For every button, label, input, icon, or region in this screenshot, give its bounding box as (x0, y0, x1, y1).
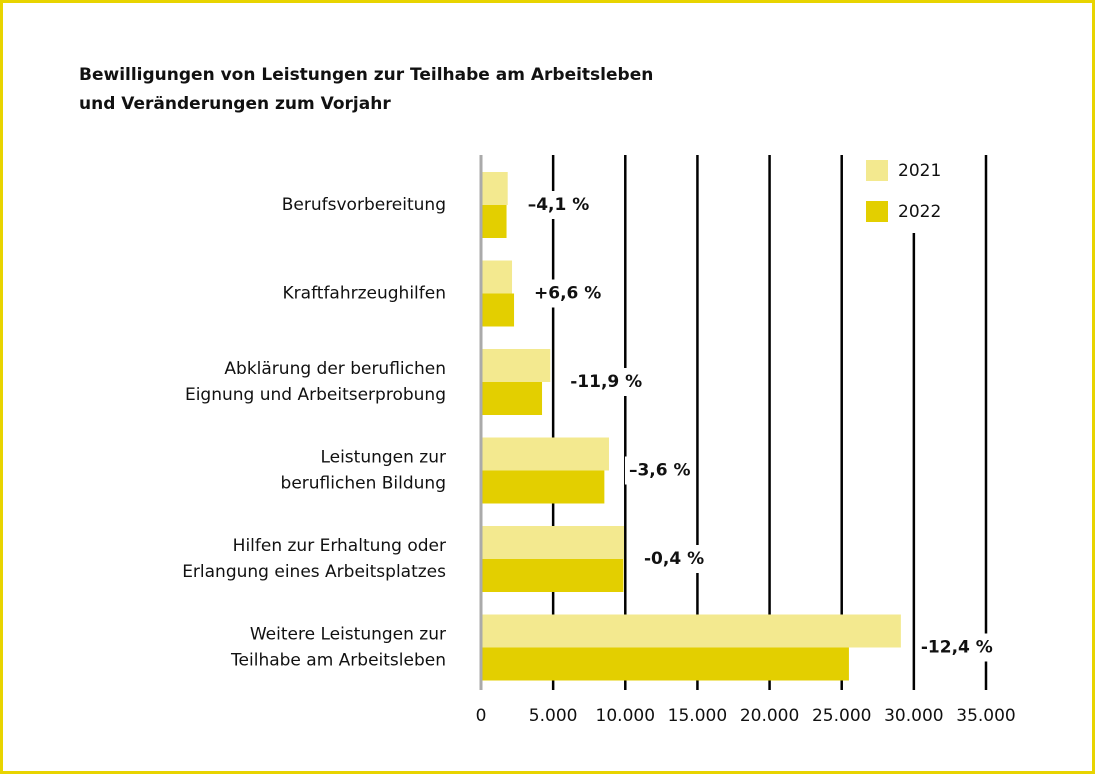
label-background (530, 279, 606, 308)
label-background (916, 633, 997, 662)
bar (481, 260, 513, 294)
bar (481, 526, 624, 559)
bar (481, 614, 901, 648)
category-label: Leistungen zur beruflichen Bildung (281, 448, 446, 494)
bar (481, 172, 508, 205)
legend-swatch (866, 201, 888, 222)
category-label: Hilfen zur Erhaltung oder Erlangung eines… (182, 536, 446, 582)
x-tick-label: 10.000 (596, 706, 655, 726)
change-label: -0,4 % (644, 549, 704, 569)
legend-label: 2021 (898, 161, 941, 181)
change-label: –4,1 % (528, 195, 590, 215)
bar (481, 349, 551, 382)
chart-title: und Veränderungen zum Vorjahr (79, 94, 391, 114)
x-tick-label: 0 (476, 706, 487, 726)
change-label: -12,4 % (921, 638, 993, 658)
legend-swatch (866, 160, 888, 181)
x-tick-label: 15.000 (668, 706, 727, 726)
label-background (624, 456, 695, 485)
bar (481, 382, 543, 415)
label-background (523, 191, 594, 219)
label-background (566, 368, 647, 396)
category-label: Berufsvorbereitung (282, 195, 446, 215)
x-tick-label: 30.000 (884, 706, 943, 726)
x-tick-label: 35.000 (956, 706, 1015, 726)
x-tick-label: 20.000 (740, 706, 799, 726)
x-tick-label: 25.000 (812, 706, 871, 726)
change-label: –3,6 % (629, 461, 691, 481)
x-tick-label: 5.000 (529, 706, 578, 726)
category-label: Kraftfahrzeughilfen (283, 284, 446, 304)
label-background (639, 545, 709, 573)
category-label: Weitere Leistungen zur Teilhabe am Arbeit… (230, 625, 446, 671)
category-label: Abklärung der beruflichen Eignung und Arb… (185, 359, 446, 405)
bar (481, 437, 609, 471)
bar (481, 647, 849, 681)
bar (481, 470, 605, 504)
bar (481, 293, 515, 327)
bar (481, 205, 507, 238)
chart-title: Bewilligungen von Leistungen zur Teilhab… (79, 65, 653, 85)
change-label: -11,9 % (570, 372, 642, 392)
change-label: +6,6 % (534, 284, 601, 304)
legend-label: 2022 (898, 202, 941, 222)
bar (481, 559, 624, 592)
